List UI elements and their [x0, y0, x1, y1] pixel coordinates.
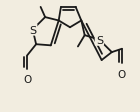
Text: S: S — [29, 25, 36, 35]
Text: S: S — [96, 35, 103, 45]
Text: O: O — [23, 75, 31, 84]
Text: O: O — [118, 69, 126, 79]
